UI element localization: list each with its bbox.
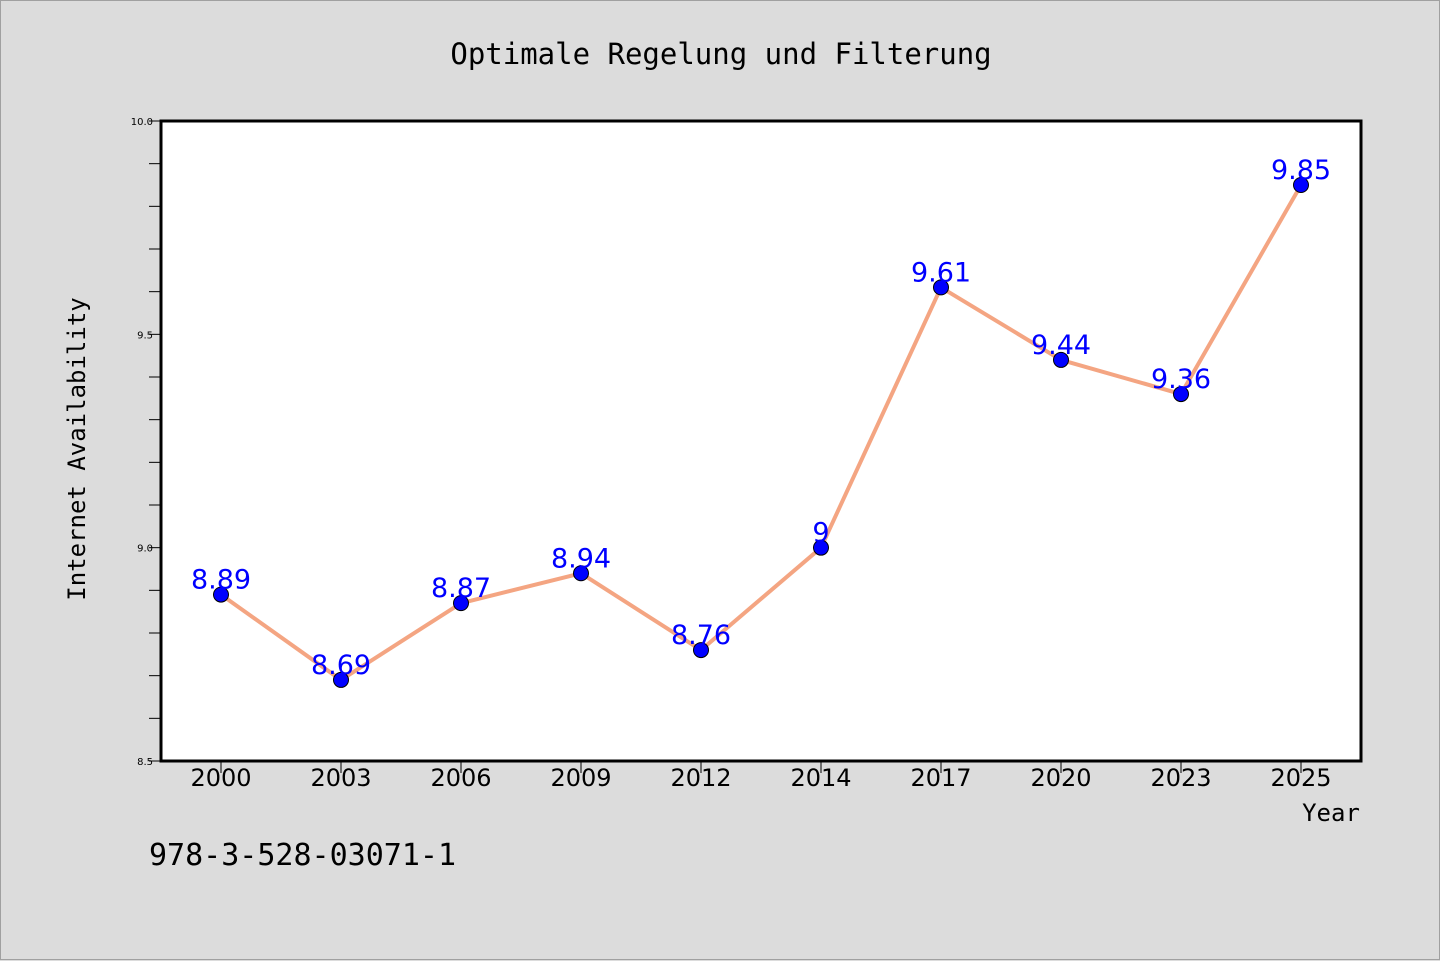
data-label: 8.89 (191, 565, 251, 596)
data-label: 8.76 (671, 620, 731, 651)
series-markers (213, 177, 1309, 688)
y-tick-label: 9.5 (137, 330, 153, 341)
data-point (813, 539, 829, 556)
isbn-text: 978-3-528-03071-1 (149, 838, 456, 873)
x-tick-label: 2003 (310, 764, 371, 792)
x-tick-label: 2006 (430, 764, 491, 792)
y-tick-label: 10.0 (131, 117, 153, 128)
data-point (1053, 351, 1069, 368)
plot-area (159, 119, 1363, 763)
x-tick-label: 2020 (1030, 764, 1091, 792)
data-label: 9.36 (1151, 364, 1211, 395)
x-tick-label: 2023 (1150, 764, 1211, 792)
x-tick-label: 2012 (670, 764, 731, 792)
x-tick-label: 2000 (190, 764, 251, 792)
data-point (333, 671, 349, 688)
data-point (1293, 177, 1309, 193)
data-label: 9 (812, 518, 829, 549)
data-label: 8.94 (551, 543, 611, 574)
data-point (1173, 386, 1189, 403)
chart-title: Optimale Regelung und Filterung (450, 37, 991, 71)
x-tick-label: 2009 (550, 764, 611, 792)
data-point (693, 642, 709, 659)
data-label: 8.87 (431, 573, 491, 604)
data-label: 8.69 (311, 650, 371, 681)
data-labels: 8.89 8.69 8.87 8.94 8.76 9 9.61 9.44 9.36 9.85 (191, 155, 1331, 681)
data-point (453, 595, 469, 612)
y-axis: 8.5 9.0 9.5 10.0 (131, 117, 161, 768)
x-axis-label: Year (1302, 799, 1360, 827)
data-label: 9.61 (911, 257, 971, 288)
x-tick-label: 2025 (1270, 764, 1331, 792)
data-label: 9.85 (1271, 155, 1331, 186)
data-label: 9.44 (1031, 330, 1091, 361)
y-axis-label: Internet Availability (63, 297, 91, 600)
y-tick-label: 8.5 (137, 757, 153, 768)
data-point (933, 279, 949, 296)
data-point (573, 565, 589, 582)
x-tick-label: 2017 (910, 764, 971, 792)
x-axis: 2000 2003 2006 2009 2012 2014 2017 2020 2023 2025 (190, 761, 1332, 792)
series-line (219, 184, 1303, 682)
data-point (213, 586, 229, 603)
y-tick-label: 9.0 (137, 544, 153, 555)
x-tick-label: 2014 (790, 764, 851, 792)
